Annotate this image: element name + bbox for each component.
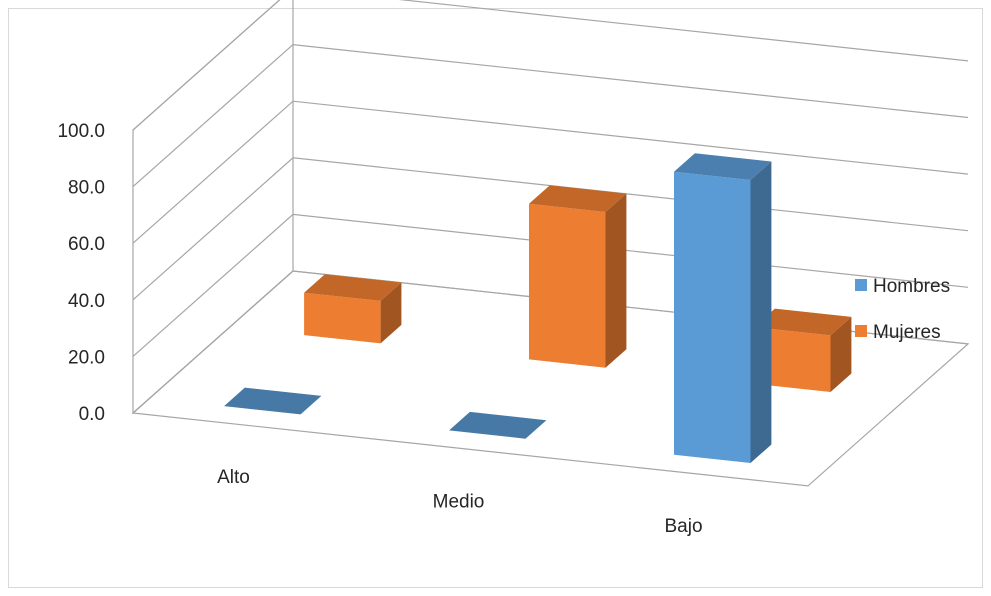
bar-side [750, 161, 772, 463]
bar-top [529, 185, 627, 212]
bar-front [754, 327, 831, 392]
chart-area [8, 8, 983, 588]
legend-swatch [855, 279, 867, 291]
legend-label: Mujeres [873, 322, 941, 343]
bar-top [449, 411, 547, 439]
y-tick-label: 80.0 [68, 178, 105, 199]
bar-top [674, 153, 772, 180]
y-tick-label: 40.0 [68, 291, 105, 312]
bar-mujeres-bajo [754, 308, 852, 392]
bar-mujeres-medio [529, 185, 627, 368]
x-category-label: Bajo [664, 516, 702, 537]
left-wall [132, 0, 294, 415]
bar-top [754, 308, 852, 336]
bar-hombres-medio [449, 411, 547, 439]
bar-hombres-bajo [674, 153, 772, 463]
gridline [132, 43, 969, 188]
bar-mujeres-alto [304, 274, 402, 344]
gridline [132, 100, 969, 244]
gridline [132, 0, 969, 131]
bar-top [304, 274, 402, 301]
bar-front [674, 171, 751, 463]
y-axis-ticks: 0.0 20.0 40.0 60.0 80.0 100.0 [57, 121, 105, 425]
legend-swatch [855, 325, 867, 337]
bar-front [529, 203, 606, 368]
x-category-label: Medio [433, 491, 485, 512]
bar-side [605, 193, 627, 368]
legend-label: Hombres [873, 276, 950, 297]
legend: Hombres Mujeres [855, 276, 950, 343]
bars [224, 153, 852, 463]
bar-hombres-alto [224, 387, 322, 415]
bar-top [224, 387, 322, 415]
y-tick-label: 100.0 [57, 121, 105, 142]
x-axis-categories: Alto Medio Bajo [217, 467, 702, 537]
y-tick-label: 60.0 [68, 234, 105, 255]
bar-side [830, 316, 852, 392]
bar-front [304, 292, 381, 344]
x-category-label: Alto [217, 467, 250, 488]
y-tick-label: 20.0 [68, 347, 105, 368]
y-tick-label: 0.0 [79, 404, 105, 425]
bar-side [380, 282, 402, 344]
